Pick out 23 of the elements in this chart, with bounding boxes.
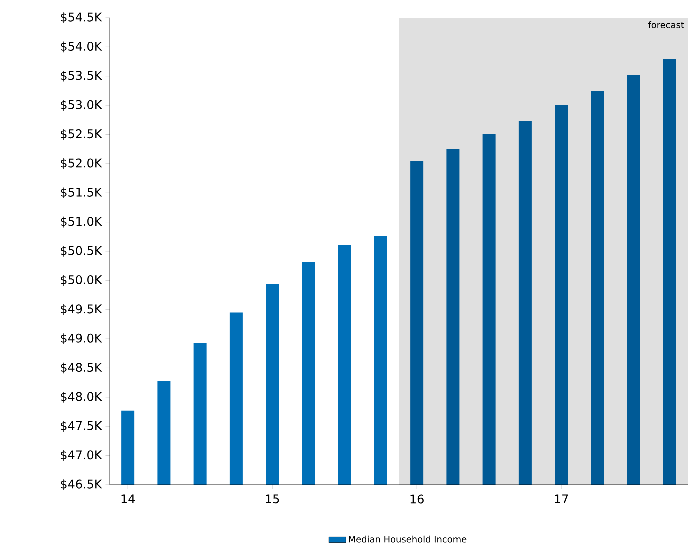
y-tick-label: $51.0K bbox=[61, 216, 102, 228]
y-tick-label: $53.0K bbox=[61, 100, 102, 111]
y-tick-label: $46.5K bbox=[61, 480, 102, 490]
x-tick-label: 16 bbox=[410, 494, 424, 504]
y-tick-label: $54.0K bbox=[61, 42, 102, 53]
y-tick-label: $51.5K bbox=[61, 188, 102, 199]
legend-label: Median Household Income bbox=[349, 536, 467, 543]
x-tick-label: 17 bbox=[555, 494, 568, 504]
y-tick-label: $50.0K bbox=[61, 275, 102, 286]
y-tick-label: $50.5K bbox=[61, 246, 102, 257]
y-tick-label: $52.5K bbox=[61, 129, 102, 140]
y-tick-label: $49.0K bbox=[61, 334, 102, 344]
y-tick-label: $54.5K bbox=[61, 12, 102, 24]
y-tick-label: $47.0K bbox=[61, 450, 102, 462]
y-tick-label: $47.5K bbox=[61, 421, 102, 432]
x-tick-label: 15 bbox=[266, 494, 280, 504]
y-tick-label: $48.0K bbox=[61, 392, 102, 403]
band-label: forecast bbox=[648, 22, 684, 28]
y-tick-label: $48.5K bbox=[61, 362, 102, 374]
y-tick-label: $53.5K bbox=[61, 70, 102, 82]
y-tick-label: $49.5K bbox=[61, 304, 102, 316]
x-tick-label: 14 bbox=[122, 494, 136, 504]
y-tick-label: $52.0K bbox=[61, 158, 102, 170]
